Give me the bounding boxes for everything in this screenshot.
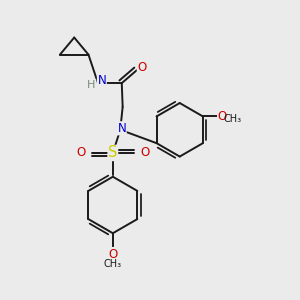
Text: H: H [87,80,96,90]
Text: N: N [117,122,126,135]
Text: S: S [108,146,118,160]
Text: O: O [76,146,86,160]
Text: O: O [218,110,227,123]
Text: N: N [98,74,106,87]
Text: CH₃: CH₃ [104,259,122,269]
Text: O: O [108,248,118,260]
Text: O: O [140,146,149,160]
Text: O: O [137,61,147,74]
Text: CH₃: CH₃ [224,114,242,124]
